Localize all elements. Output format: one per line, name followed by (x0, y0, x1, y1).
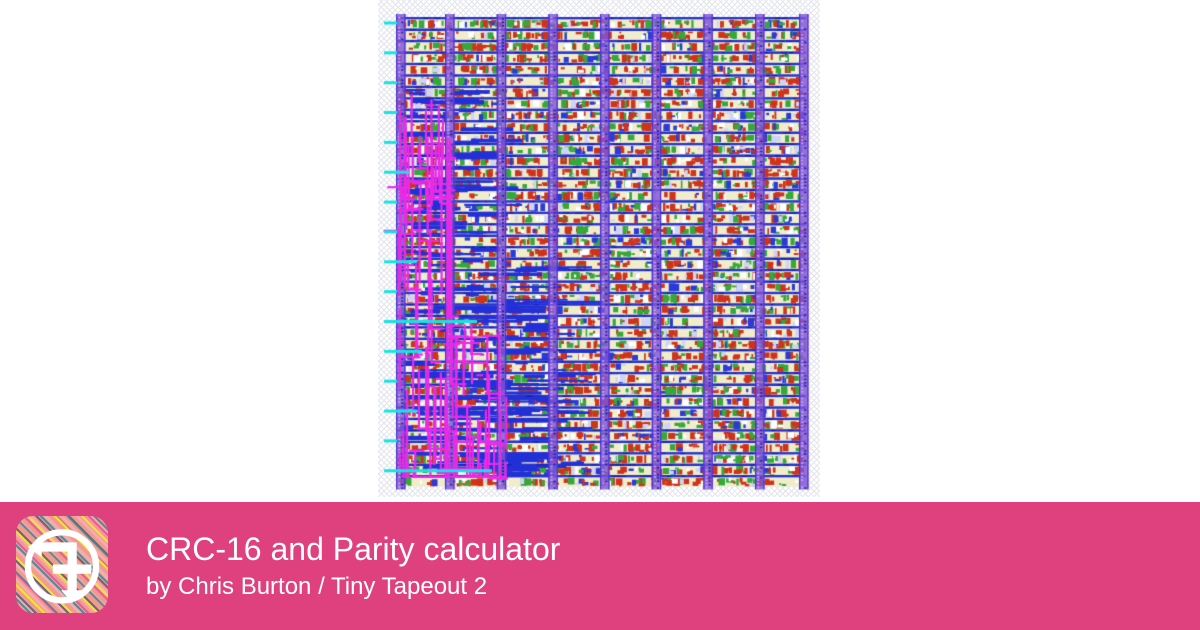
project-author: by Chris Burton / Tiny Tapeout 2 (146, 573, 488, 601)
footer-banner: CRC-16 and Parity calculator by Chris Bu… (0, 502, 1200, 630)
chip-layout-canvas (378, 0, 820, 497)
tt-emblem-icon (24, 529, 100, 604)
tiny-tapeout-logo-icon (16, 516, 108, 613)
project-title: CRC-16 and Parity calculator (146, 530, 561, 567)
banner-text-block: CRC-16 and Parity calculator by Chris Bu… (146, 502, 560, 630)
chip-layout-render (378, 0, 820, 497)
